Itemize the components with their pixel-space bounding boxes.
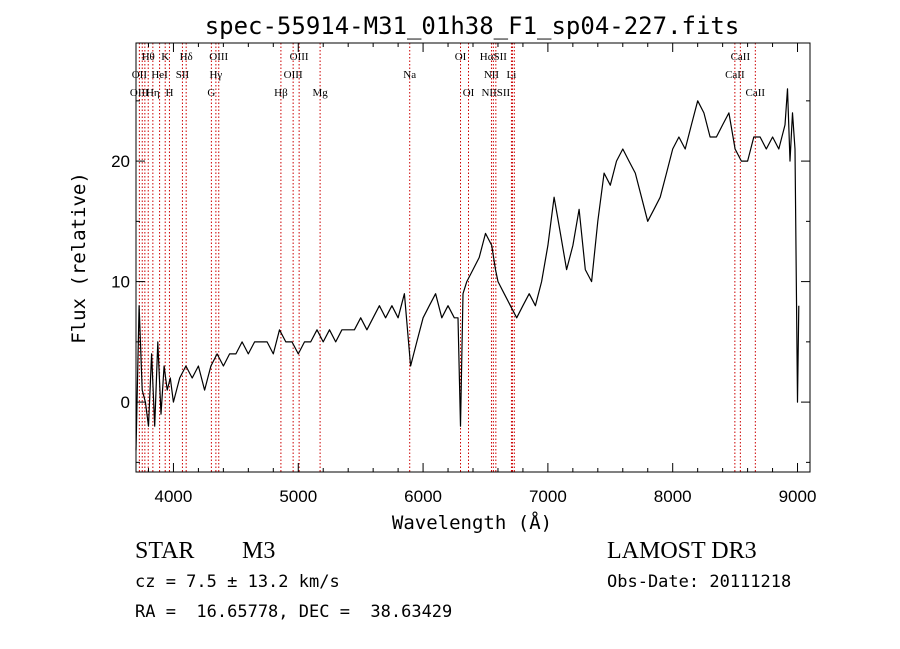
redshift-cz: cz = 7.5 ± 13.2 km/s (135, 572, 340, 592)
flux-series (135, 88, 800, 451)
spectral-line-labels: Hθ K Hδ OIII OIII OI HαSII CaII OII HeI SII Hγ OIII N… (130, 51, 766, 99)
line-label: K (161, 51, 169, 63)
line-label: OII (132, 69, 148, 81)
line-label: OI (463, 87, 475, 99)
x-axis-ticks: 4000 5000 6000 7000 8000 9000 (147, 43, 817, 506)
x-tick-label: 7000 (529, 487, 567, 506)
line-label: HeI (151, 69, 168, 81)
spectral-line-markers (138, 43, 756, 472)
line-label: Na (403, 69, 416, 81)
survey-name: LAMOST DR3 (607, 538, 757, 564)
line-label: CaII (725, 69, 745, 81)
x-tick-label: 6000 (404, 487, 442, 506)
line-label: NIISII (481, 87, 510, 99)
line-label: NII (484, 69, 500, 81)
line-label: Hβ (274, 87, 288, 99)
series-line (135, 88, 800, 451)
plot-frame (135, 42, 811, 473)
chart-title: spec-55914-M31_01h38_F1_sp04-227.fits (205, 12, 740, 40)
line-label: Mg (312, 87, 328, 99)
y-tick-label: 20 (111, 152, 130, 171)
y-axis-ticks: 0 10 20 (111, 100, 810, 463)
line-label: HαSII (480, 51, 507, 63)
x-tick-label: 5000 (279, 487, 317, 506)
line-label: H (165, 87, 173, 99)
line-label: Li (507, 69, 517, 81)
y-tick-label: 0 (121, 393, 130, 412)
line-label: CaII (746, 87, 766, 99)
line-label: CaII (731, 51, 751, 63)
coordinates: RA = 16.65778, DEC = 38.63429 (135, 602, 453, 622)
y-tick-label: 10 (111, 273, 130, 292)
x-tick-label: 8000 (654, 487, 692, 506)
line-label: OIII (290, 51, 309, 63)
line-label: OIII (130, 87, 149, 99)
line-label: Hδ (180, 51, 193, 63)
object-type: STAR (135, 538, 195, 564)
line-label: Hη (146, 87, 160, 99)
spectral-subclass: M3 (242, 538, 276, 564)
x-axis-label: Wavelength (Å) (392, 511, 552, 534)
x-tick-label: 9000 (779, 487, 817, 506)
x-tick-label: 4000 (155, 487, 193, 506)
line-label: G (207, 87, 215, 99)
observation-date: Obs-Date: 20111218 (607, 572, 792, 592)
line-label: Hθ (142, 51, 155, 63)
line-label: OIII (284, 69, 303, 81)
y-axis-label: Flux (relative) (68, 172, 90, 344)
line-label: SII (176, 69, 190, 81)
line-label: OI (455, 51, 467, 63)
line-label: OIII (209, 51, 228, 63)
line-label: Hγ (209, 69, 222, 81)
